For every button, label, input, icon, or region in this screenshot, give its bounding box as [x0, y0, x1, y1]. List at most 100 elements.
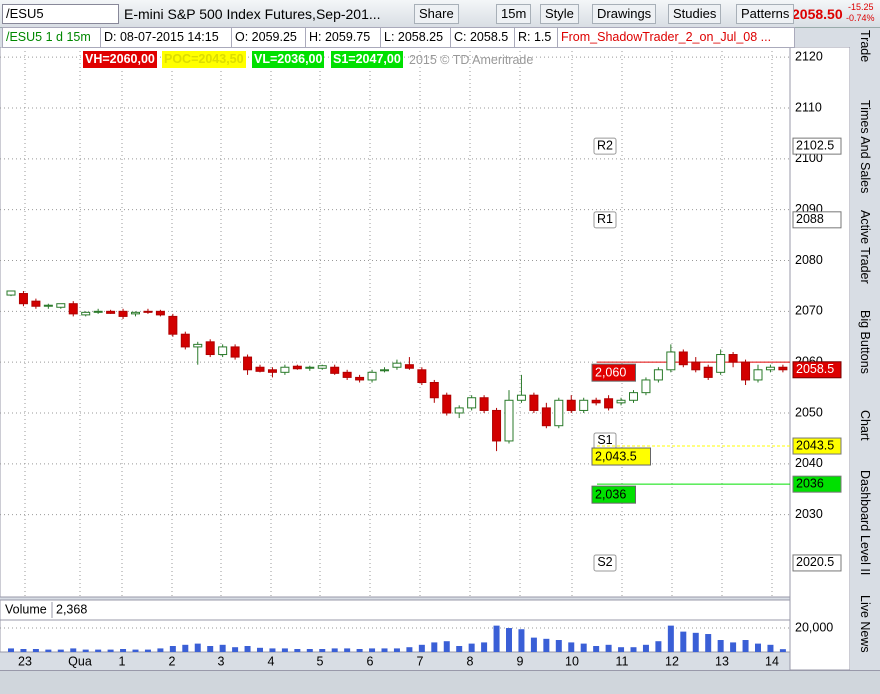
candle-body — [429, 381, 439, 399]
candle-body — [417, 369, 427, 383]
bottom-bar — [0, 670, 880, 694]
volume-bar — [530, 637, 537, 652]
candle-body — [317, 365, 327, 369]
candle-body — [193, 343, 203, 348]
volume-bar — [157, 648, 164, 652]
level-badge — [591, 447, 651, 466]
candle-body — [180, 333, 190, 348]
side-tab[interactable]: Big Buttons — [858, 310, 872, 374]
volume-header — [0, 599, 791, 621]
volume-bar — [32, 649, 39, 652]
candle-body — [778, 366, 788, 371]
toolbar-button[interactable]: Patterns — [736, 4, 795, 24]
volume-bar — [70, 648, 77, 652]
x-tick-label: 14 — [765, 654, 779, 668]
y-tick-label: 2030 — [795, 507, 823, 521]
side-tab[interactable]: Dashboard — [858, 470, 872, 532]
candle-body — [442, 394, 452, 414]
volume-bar — [269, 648, 276, 652]
toolbar-button[interactable]: Share — [414, 4, 459, 24]
candle-body — [255, 366, 265, 372]
y-tick-label: 2080 — [795, 253, 823, 267]
volume-bar — [45, 649, 52, 652]
volume-bar — [107, 649, 114, 652]
level-marker — [593, 554, 617, 572]
candle-body — [653, 369, 663, 381]
volume-bar — [294, 649, 301, 652]
candle-body — [205, 341, 215, 356]
y-tick-label: 2100 — [795, 151, 823, 165]
study-label: POC=2043,50 — [162, 51, 246, 68]
side-tab[interactable]: Chart — [858, 410, 872, 441]
last-price: 2058.50 — [792, 6, 843, 22]
candle-body — [753, 369, 763, 381]
candle-body — [68, 303, 78, 315]
candle-body — [554, 399, 564, 427]
volume-bar — [194, 643, 201, 652]
side-tab[interactable]: Active Trader — [858, 210, 872, 284]
candle-body — [678, 351, 688, 366]
x-tick-label: 12 — [665, 654, 679, 668]
candle-body — [43, 304, 53, 307]
candle-body — [56, 303, 66, 308]
volume-bar — [680, 631, 687, 652]
candle-body — [691, 361, 701, 371]
toolbar-button[interactable]: Style — [540, 4, 579, 24]
candle-body — [143, 310, 153, 313]
candle-body — [666, 351, 676, 371]
volume-bar — [182, 644, 189, 652]
side-tab[interactable]: Live News — [858, 595, 872, 653]
axis-box — [792, 137, 842, 155]
last-price-label: 2058.5 — [796, 362, 834, 376]
side-tab[interactable]: Trade — [858, 30, 872, 63]
chart: 2030204020502060207020802090210021102120… — [0, 47, 850, 670]
toolbar-button[interactable]: Studies — [668, 4, 722, 24]
volume-bar — [95, 649, 102, 652]
volume-bar — [331, 648, 338, 652]
candle-body — [6, 290, 16, 296]
volume-bar — [431, 642, 438, 652]
candle-body — [765, 366, 775, 371]
side-tab[interactable]: Times And Sales — [858, 100, 872, 194]
volume-bar — [144, 649, 151, 652]
candle-body — [604, 398, 614, 409]
volume-bar — [481, 642, 488, 652]
candle-body — [616, 399, 626, 404]
candle-body — [81, 311, 91, 316]
candle-body — [267, 369, 277, 373]
info-field: D: 08-07-2015 14:15 — [100, 27, 234, 48]
symbol-input[interactable]: /ESU5 — [2, 4, 119, 24]
side-tab[interactable]: Level II — [858, 535, 872, 576]
x-tick-label: 1 — [119, 654, 126, 668]
volume-bar — [344, 648, 351, 652]
volume-bar — [506, 628, 512, 652]
toolbar-button[interactable]: 15m — [496, 4, 532, 24]
volume-bar — [518, 629, 525, 652]
axis-box — [792, 475, 842, 493]
x-tick-label: 9 — [517, 654, 524, 668]
level-badge — [591, 363, 636, 382]
candle-body — [467, 397, 477, 409]
level-badge-text: 2,043.5 — [595, 449, 637, 463]
y-tick-label: 2070 — [795, 304, 823, 318]
volume-bar — [642, 644, 649, 652]
volume-bar — [20, 649, 27, 652]
volume-bar — [319, 649, 326, 652]
toolbar-button[interactable]: Drawings — [592, 4, 657, 24]
volume-value: 2,368 — [56, 602, 87, 616]
volume-bar — [580, 643, 587, 652]
x-tick-label: Qua — [68, 654, 92, 668]
volume-bar — [169, 646, 176, 652]
x-tick-label: 3 — [218, 654, 225, 668]
candle-body — [243, 356, 253, 371]
axis-box — [792, 211, 842, 229]
x-tick-label: 5 — [317, 654, 324, 668]
level-name: S2 — [597, 555, 612, 569]
volume-bar — [281, 648, 288, 652]
plot-bg — [0, 47, 791, 598]
description: E-mini S&P 500 Index Futures,Sep-201... — [124, 6, 381, 22]
candle-body — [280, 366, 290, 373]
x-tick-label: 6 — [367, 654, 374, 668]
info-field: L: 2058.25 — [380, 27, 454, 48]
